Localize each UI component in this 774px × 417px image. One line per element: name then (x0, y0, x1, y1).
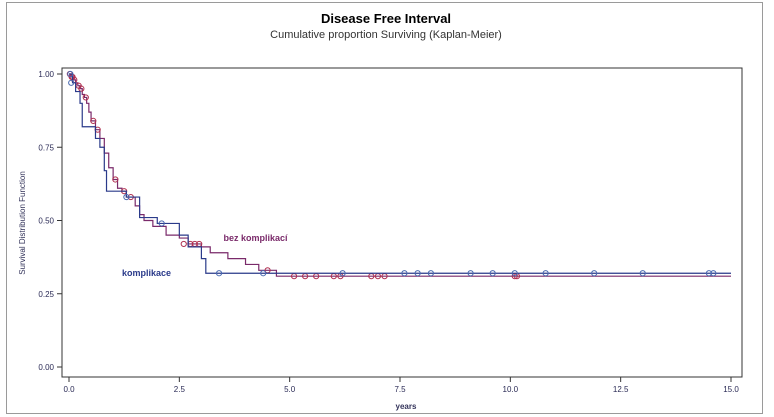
censored-marker (414, 270, 421, 277)
chart-frame: Disease Free Interval Cumulative proport… (6, 2, 763, 414)
censored-marker (339, 270, 346, 277)
censored-marker (427, 270, 434, 277)
x-tick-label: 15.0 (723, 385, 739, 394)
censored-marker (158, 220, 165, 227)
x-tick-label: 5.0 (284, 385, 296, 394)
x-axis-ticks: 0.0 2.5 5.0 7.5 10.0 12.5 15.0 (63, 377, 739, 394)
x-tick-label: 10.0 (503, 385, 519, 394)
y-tick-label: 0.25 (38, 290, 54, 299)
series-layer (66, 70, 731, 280)
censored-marker (639, 270, 646, 277)
series-annotation: komplikace (122, 268, 171, 278)
y-axis-label: Survival Distribution Function (18, 171, 27, 275)
censored-marker (591, 270, 598, 277)
censored-marker (68, 79, 75, 86)
censored-marker (123, 193, 130, 201)
censored-marker (67, 70, 74, 78)
censored-marker (489, 270, 496, 277)
censored-marker (260, 270, 267, 277)
censored-marker (78, 85, 85, 92)
x-tick-label: 12.5 (613, 385, 629, 394)
annotation-layer: bez komplikací komplikace (122, 233, 288, 278)
censored-marker (511, 270, 518, 277)
chart-svg: Disease Free Interval Cumulative proport… (18, 11, 743, 411)
survival-step-line (69, 73, 731, 277)
survival-step-line (69, 73, 731, 274)
x-axis-label: years (396, 402, 417, 411)
chart-title: Disease Free Interval (321, 11, 451, 26)
x-tick-label: 2.5 (174, 385, 186, 394)
censored-marker (542, 270, 549, 277)
censored-marker (215, 270, 223, 277)
censored-marker (82, 94, 89, 101)
y-tick-label: 1.00 (38, 70, 54, 79)
chart-subtitle: Cumulative proportion Surviving (Kaplan-… (270, 29, 502, 41)
x-tick-label: 0.0 (63, 385, 75, 394)
y-tick-label: 0.00 (38, 363, 54, 372)
series-1 (67, 70, 731, 277)
y-axis-ticks: 0.00 0.25 0.50 0.75 1.00 (38, 70, 62, 372)
censored-marker (112, 176, 119, 183)
censored-marker (90, 117, 97, 124)
censored-marker (401, 270, 408, 277)
series-0 (66, 70, 731, 280)
censored-marker (705, 270, 713, 277)
censored-marker (467, 270, 474, 277)
plot-area (61, 67, 743, 378)
x-tick-label: 7.5 (394, 385, 406, 394)
y-tick-label: 0.75 (38, 143, 54, 152)
censored-marker (710, 270, 717, 277)
censored-marker (180, 240, 187, 248)
series-annotation: bez komplikací (223, 233, 288, 243)
y-tick-label: 0.50 (38, 217, 54, 226)
